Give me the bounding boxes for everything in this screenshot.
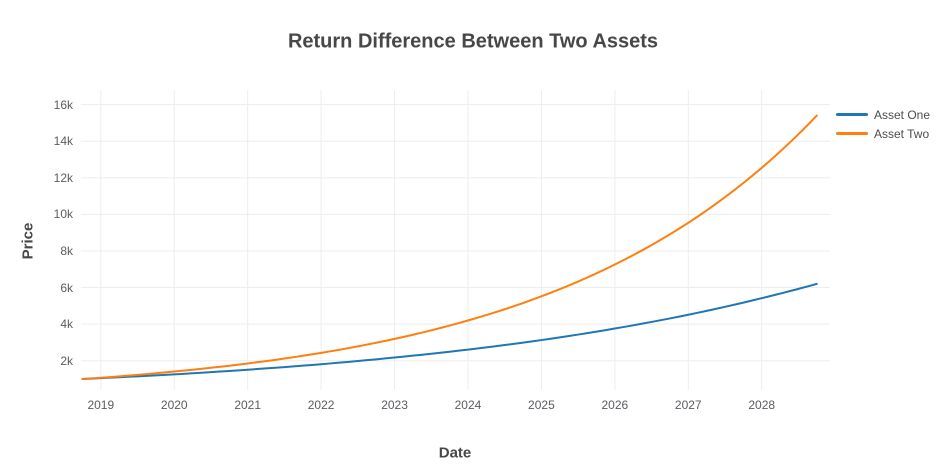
x-tick-label: 2024 bbox=[454, 398, 482, 412]
x-tick-label: 2025 bbox=[528, 398, 555, 412]
series-line-asset-two[interactable] bbox=[81, 114, 818, 381]
x-axis-ticks: 2019 2020 2021 2022 2023 2024 2025 2026 2027 2028 bbox=[81, 394, 830, 412]
legend-item-asset-two[interactable]: Asset Two bbox=[836, 124, 930, 143]
y-tick-label: 16k bbox=[53, 97, 73, 112]
plot-area[interactable] bbox=[81, 90, 830, 390]
series-line-asset-one[interactable] bbox=[81, 282, 818, 381]
y-tick-label: 2k bbox=[60, 353, 73, 368]
x-tick-label: 2026 bbox=[601, 398, 629, 412]
legend-item-asset-one[interactable]: Asset One bbox=[836, 105, 930, 124]
legend-label-asset-two: Asset Two bbox=[874, 126, 930, 141]
y-tick-label: 10k bbox=[53, 207, 73, 222]
legend-label-asset-one: Asset One bbox=[874, 107, 931, 122]
x-tick-label: 2027 bbox=[674, 398, 702, 412]
y-tick-label: 14k bbox=[53, 134, 73, 149]
y-tick-label: 6k bbox=[60, 280, 73, 295]
y-tick-label: 4k bbox=[60, 317, 73, 332]
y-axis-ticks: 2k 4k 6k 8k 10k 12k 14k 16k bbox=[0, 90, 77, 390]
asset-one-line-swatch bbox=[836, 113, 868, 116]
x-tick-label: 2020 bbox=[160, 398, 188, 412]
x-tick-label: 2022 bbox=[307, 398, 335, 412]
y-tick-label: 12k bbox=[53, 170, 73, 185]
x-tick-label: 2028 bbox=[748, 398, 776, 412]
y-tick-label: 8k bbox=[60, 243, 73, 258]
chart-title: Return Difference Between Two Assets bbox=[287, 30, 659, 53]
legend: Asset One Asset Two bbox=[836, 105, 930, 143]
x-axis-title: Date bbox=[438, 444, 472, 462]
asset-two-line-swatch bbox=[836, 132, 868, 135]
x-tick-label: 2019 bbox=[87, 398, 115, 412]
x-tick-label: 2023 bbox=[381, 398, 408, 412]
x-tick-label: 2021 bbox=[234, 398, 262, 412]
